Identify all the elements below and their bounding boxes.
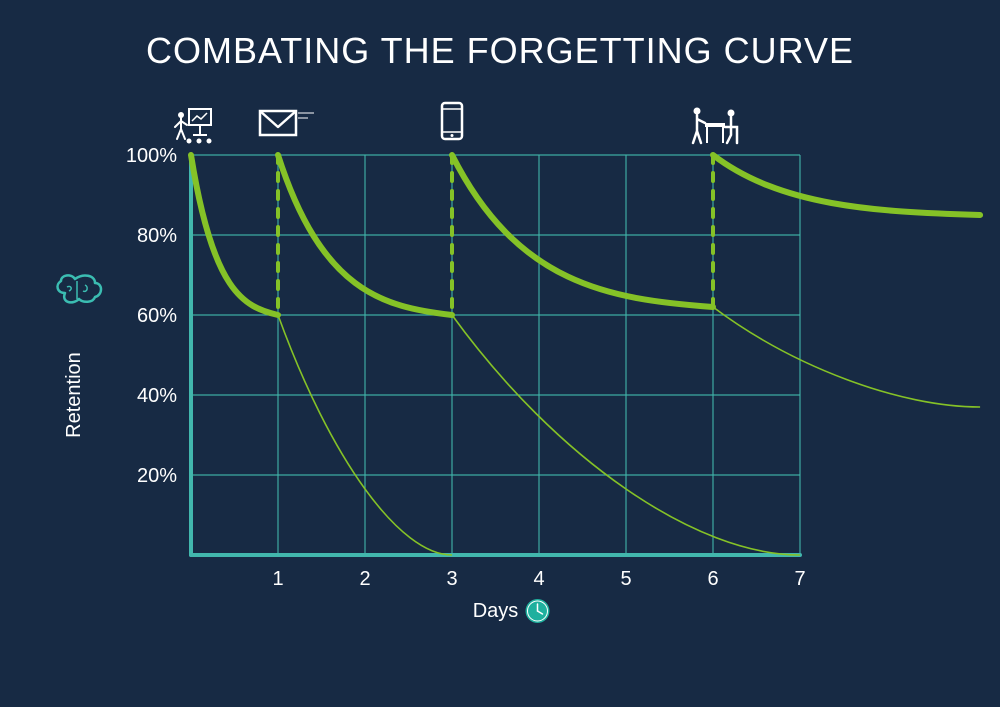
clock-icon	[526, 599, 550, 623]
x-tick-label: 4	[533, 568, 544, 590]
x-tick-label: 7	[794, 568, 805, 590]
brain-icon	[58, 275, 101, 302]
x-axis-label: Days	[473, 600, 519, 622]
retention-curve-thin	[713, 307, 980, 407]
x-tick-label: 5	[620, 568, 631, 590]
retention-curve-thick	[713, 155, 980, 215]
y-tick-label: 80%	[137, 225, 177, 247]
phone-icon	[442, 103, 462, 139]
training-icon	[175, 109, 212, 144]
x-tick-label: 3	[446, 568, 457, 590]
email-icon	[260, 111, 314, 135]
x-tick-label: 2	[359, 568, 370, 590]
y-axis-label: Retention	[63, 352, 85, 438]
meeting-icon	[693, 108, 737, 144]
y-tick-label: 40%	[137, 385, 177, 407]
y-tick-label: 60%	[137, 305, 177, 327]
y-tick-label: 100%	[126, 145, 177, 167]
retention-curve-thick	[452, 155, 713, 307]
x-tick-label: 1	[272, 568, 283, 590]
chart-canvas: 20% 40% 60% 80% 100% 1 2 3 4 5 6 7 Days Retention	[0, 0, 1000, 707]
y-tick-label: 20%	[137, 465, 177, 487]
x-tick-label: 6	[707, 568, 718, 590]
